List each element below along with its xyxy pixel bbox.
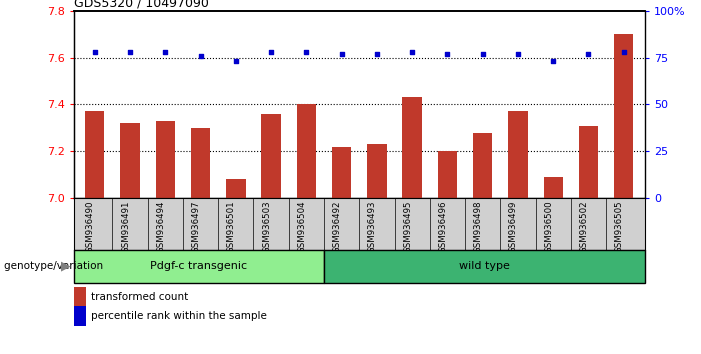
Text: GSM936505: GSM936505 bbox=[615, 201, 624, 253]
Text: GSM936494: GSM936494 bbox=[156, 201, 165, 253]
Point bbox=[477, 51, 489, 57]
Text: Pdgf-c transgenic: Pdgf-c transgenic bbox=[150, 261, 247, 272]
Bar bbox=[473, 133, 492, 198]
Text: GSM936503: GSM936503 bbox=[262, 201, 271, 253]
Text: genotype/variation: genotype/variation bbox=[4, 261, 106, 272]
Bar bbox=[402, 97, 422, 198]
Bar bbox=[324, 250, 645, 283]
Bar bbox=[437, 152, 457, 198]
Bar bbox=[85, 112, 104, 198]
Text: GSM936504: GSM936504 bbox=[297, 201, 306, 253]
Text: GSM936502: GSM936502 bbox=[580, 201, 589, 253]
Bar bbox=[543, 177, 563, 198]
Bar bbox=[74, 250, 324, 283]
Point bbox=[301, 49, 312, 55]
Bar bbox=[191, 128, 210, 198]
Point bbox=[336, 51, 347, 57]
Point bbox=[442, 51, 453, 57]
Bar bbox=[226, 179, 245, 198]
Point bbox=[583, 51, 594, 57]
Text: percentile rank within the sample: percentile rank within the sample bbox=[91, 311, 267, 321]
Bar bbox=[332, 147, 351, 198]
Bar bbox=[367, 144, 386, 198]
Point bbox=[89, 49, 100, 55]
Text: ▶: ▶ bbox=[60, 260, 70, 273]
Point bbox=[618, 49, 629, 55]
Text: wild type: wild type bbox=[458, 261, 510, 272]
Point bbox=[160, 49, 171, 55]
Point bbox=[195, 53, 206, 58]
Point bbox=[124, 49, 135, 55]
Point bbox=[547, 58, 559, 64]
Text: GSM936492: GSM936492 bbox=[333, 201, 341, 253]
Text: GSM936498: GSM936498 bbox=[474, 201, 483, 253]
Bar bbox=[614, 34, 634, 198]
Bar bbox=[508, 112, 528, 198]
Point bbox=[512, 51, 524, 57]
Point bbox=[266, 49, 277, 55]
Text: GSM936497: GSM936497 bbox=[191, 201, 200, 253]
Text: GSM936493: GSM936493 bbox=[368, 201, 377, 253]
Point bbox=[372, 51, 383, 57]
Text: GSM936490: GSM936490 bbox=[86, 201, 95, 253]
Text: GDS5320 / 10497090: GDS5320 / 10497090 bbox=[74, 0, 208, 10]
Point bbox=[230, 58, 241, 64]
Bar bbox=[261, 114, 281, 198]
Bar bbox=[121, 123, 139, 198]
Bar bbox=[156, 121, 175, 198]
Text: GSM936491: GSM936491 bbox=[121, 201, 130, 253]
Text: GSM936495: GSM936495 bbox=[403, 201, 412, 253]
Text: GSM936500: GSM936500 bbox=[544, 201, 553, 253]
Point bbox=[407, 49, 418, 55]
Text: GSM936496: GSM936496 bbox=[438, 201, 447, 253]
Text: transformed count: transformed count bbox=[91, 292, 189, 302]
Text: GSM936501: GSM936501 bbox=[227, 201, 236, 253]
Bar bbox=[579, 126, 598, 198]
Text: GSM936499: GSM936499 bbox=[509, 201, 518, 253]
Bar bbox=[297, 104, 316, 198]
